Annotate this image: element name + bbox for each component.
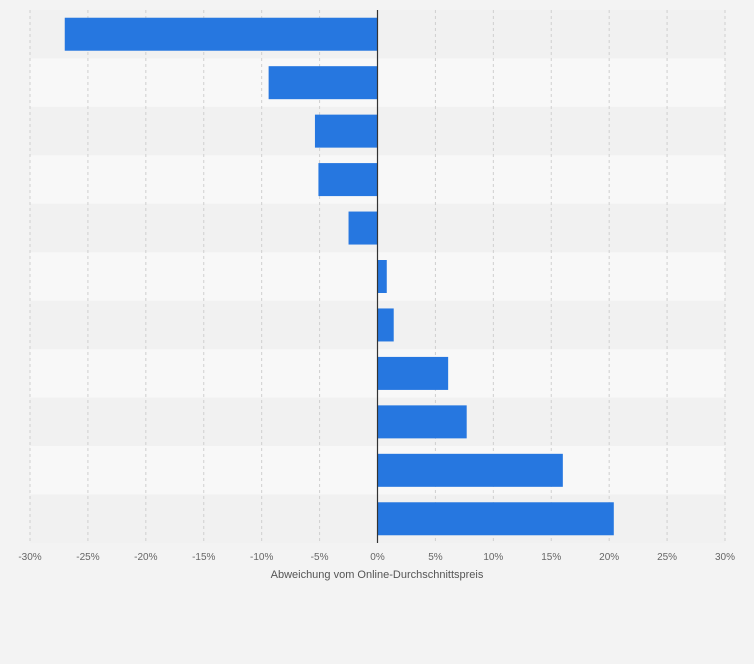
bar[interactable] — [377, 405, 467, 439]
bar[interactable] — [377, 308, 394, 342]
x-tick-label: 30% — [715, 552, 735, 563]
x-tick-label: -30% — [18, 552, 41, 563]
x-tick-label: 10% — [483, 552, 503, 563]
bar[interactable] — [377, 502, 614, 536]
bar[interactable] — [318, 163, 378, 197]
x-tick-label: 20% — [599, 552, 619, 563]
x-tick-label: 25% — [657, 552, 677, 563]
x-tick-labels: -30% -25% -20% -15% -10% -5% 0% 5% 10% 15% 20% 25% 3… — [18, 552, 735, 563]
bar[interactable] — [377, 260, 387, 293]
x-axis-label: Abweichung vom Online-Durchschnittspreis — [271, 569, 484, 581]
x-tick-label: 5% — [428, 552, 443, 563]
bars — [64, 17, 614, 536]
x-tick-label: 0% — [370, 552, 385, 563]
x-tick-label: -5% — [311, 552, 329, 563]
bar[interactable] — [64, 17, 378, 51]
x-tick-label: -10% — [250, 552, 273, 563]
x-tick-label: -15% — [192, 552, 215, 563]
x-tick-label: -25% — [76, 552, 99, 563]
x-tick-label: 15% — [541, 552, 561, 563]
bar[interactable] — [268, 66, 378, 100]
x-tick-label: -20% — [134, 552, 157, 563]
bar[interactable] — [348, 211, 378, 245]
bar[interactable] — [377, 453, 563, 487]
bar[interactable] — [314, 114, 378, 148]
bar[interactable] — [377, 356, 449, 390]
